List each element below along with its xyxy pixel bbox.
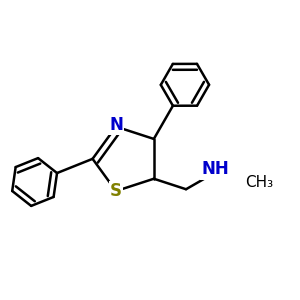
- Text: CH₃: CH₃: [245, 176, 273, 190]
- Text: S: S: [110, 182, 122, 200]
- Text: NH: NH: [202, 160, 229, 178]
- Text: N: N: [109, 116, 123, 134]
